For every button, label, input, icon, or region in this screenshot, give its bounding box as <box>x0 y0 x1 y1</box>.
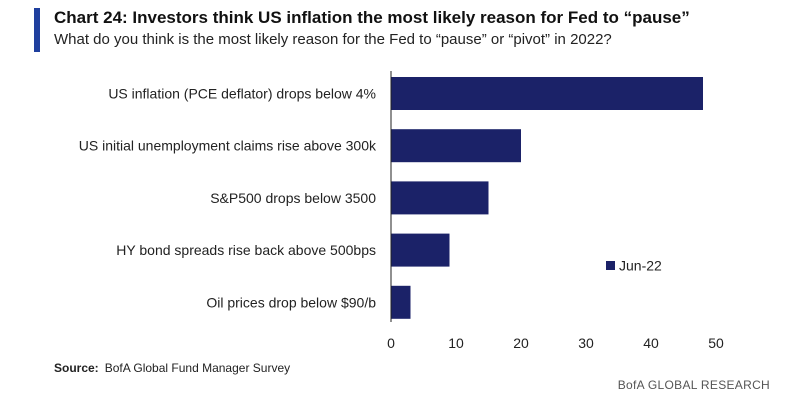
chart-title: Chart 24: Investors think US inflation t… <box>54 8 690 27</box>
title-accent-bar <box>34 8 40 52</box>
x-tick-label: 10 <box>448 335 464 351</box>
source-label: Source: <box>54 361 99 375</box>
bar <box>391 129 521 163</box>
category-label: US initial unemployment claims rise abov… <box>79 138 377 154</box>
source-note: Source: BofA Global Fund Manager Survey <box>54 361 290 375</box>
chart-subtitle: What do you think is the most likely rea… <box>54 31 612 48</box>
bar <box>391 285 411 319</box>
x-tick-label: 20 <box>513 335 529 351</box>
bar <box>391 77 703 110</box>
category-label: HY bond spreads rise back above 500bps <box>116 242 376 258</box>
legend-label: Jun-22 <box>619 258 662 274</box>
bar <box>391 181 489 215</box>
bar <box>391 233 450 267</box>
x-tick-label: 50 <box>708 335 724 351</box>
x-tick-label: 0 <box>387 335 395 351</box>
category-label: S&P500 drops below 3500 <box>210 190 376 206</box>
source-text: BofA Global Fund Manager Survey <box>104 361 291 375</box>
category-label: Oil prices drop below $90/b <box>206 294 376 310</box>
legend-swatch <box>606 261 615 270</box>
x-tick-label: 40 <box>643 335 659 351</box>
category-label: US inflation (PCE deflator) drops below … <box>108 86 376 102</box>
x-tick-label: 30 <box>578 335 594 351</box>
brand-label: BofA GLOBAL RESEARCH <box>617 378 770 392</box>
